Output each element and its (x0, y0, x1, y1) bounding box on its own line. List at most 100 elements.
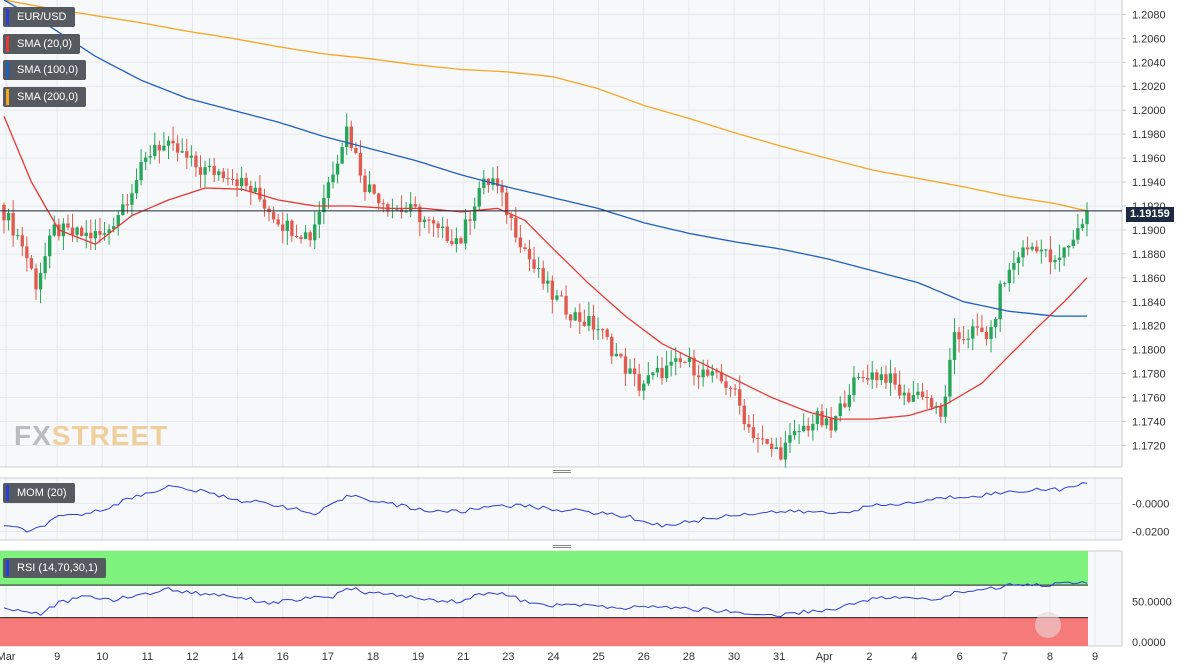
legend-rsi[interactable]: RSI (14,70,30,1) (3, 558, 106, 578)
candle-body (125, 204, 130, 206)
candle-body (262, 199, 267, 209)
date-tick-label: 16 (277, 651, 289, 663)
candle-body (993, 318, 998, 328)
legend-sma200[interactable]: SMA (200,0) (3, 87, 87, 107)
candle-body (619, 353, 623, 357)
candle-body (180, 151, 184, 153)
candle-body (651, 372, 655, 376)
date-tick-label: 23 (502, 651, 514, 663)
candle-body (189, 155, 194, 158)
candle-body (175, 143, 180, 153)
candle-body (281, 224, 285, 231)
candle-body (61, 223, 66, 237)
candle-body (212, 165, 216, 175)
candle-body (856, 377, 861, 379)
last-price-tag: 1.19159 (1126, 207, 1174, 222)
candle-body (303, 232, 308, 239)
candle-body (536, 268, 541, 270)
candle-body (308, 232, 312, 241)
candle-body (472, 206, 477, 221)
candle-body (765, 438, 769, 444)
candle-body (564, 295, 568, 315)
candle-body (1067, 246, 1071, 248)
candle-body (975, 326, 980, 328)
candle-body (230, 178, 235, 180)
date-tick-label: 19 (412, 651, 424, 663)
candle-body (637, 374, 641, 391)
candle-body (1021, 247, 1025, 258)
candle-body (267, 208, 271, 213)
candle-body (317, 212, 321, 225)
candle-body (98, 231, 102, 235)
candle-body (587, 316, 591, 326)
date-tick-label: 30 (728, 651, 740, 663)
candle-body (52, 224, 56, 236)
price-tick-label: 1.1940 (1132, 177, 1166, 189)
candle-body (843, 403, 847, 407)
candle-body (893, 373, 897, 385)
candle-body (683, 361, 687, 363)
candle-body (134, 180, 139, 194)
date-tick-label: 7 (1002, 651, 1008, 663)
candle-body (518, 237, 523, 248)
price-tick-label: 1.1740 (1132, 416, 1166, 428)
candle-body (326, 182, 331, 198)
rsi-swatch (6, 560, 9, 576)
candle-body (555, 295, 559, 300)
date-tick-label: 25 (593, 651, 605, 663)
candle-body (829, 418, 833, 431)
candle-body (395, 209, 399, 211)
candle-body (290, 220, 294, 237)
candle-body (568, 314, 573, 321)
rsi-oversold-zone (0, 617, 1088, 646)
candle-body (116, 215, 120, 227)
candle-body (929, 398, 934, 408)
date-tick-label: Mar (0, 651, 16, 663)
candle-body (820, 411, 824, 426)
sma100-line (3, 0, 1087, 317)
pane-resize-handle-1[interactable] (553, 470, 571, 475)
candle-body (961, 339, 966, 341)
candle-body (847, 394, 852, 407)
candle-body (79, 227, 84, 237)
mom-tick-label: -0.0200 (1132, 527, 1169, 539)
candle-body (664, 365, 669, 379)
candle-body (440, 226, 445, 229)
legend-symbol[interactable]: EUR/USD (3, 7, 75, 27)
legend-mom[interactable]: MOM (20) (3, 483, 75, 503)
candle-body (66, 223, 70, 228)
date-tick-label: 31 (773, 651, 785, 663)
pane-resize-handle-2[interactable] (553, 545, 571, 550)
candle-body (920, 391, 925, 398)
candle-body (1062, 247, 1066, 258)
candle-body (792, 431, 797, 436)
candle-body (578, 312, 582, 322)
candle-body (692, 357, 696, 376)
candle-body (751, 427, 756, 438)
candle-body (1044, 249, 1048, 251)
candle-body (774, 447, 778, 449)
candle-body (514, 217, 518, 238)
candle-body (148, 156, 152, 158)
candle-body (550, 280, 555, 300)
legend-sma20[interactable]: SMA (20,0) (3, 34, 81, 54)
candle-body (6, 212, 11, 221)
candle-body (1053, 259, 1057, 263)
candle-body (331, 174, 335, 183)
candle-body (258, 187, 262, 200)
candle-body (139, 161, 143, 181)
candle-body (957, 332, 961, 340)
price-tick-label: 1.2060 (1132, 33, 1166, 45)
candle-body (971, 326, 975, 339)
candle-body (998, 283, 1002, 319)
price-tick-label: 1.1800 (1132, 345, 1166, 357)
candle-body (1025, 247, 1030, 250)
candle-body (431, 220, 436, 224)
candle-body (386, 204, 390, 212)
legend-sma100[interactable]: SMA (100,0) (3, 60, 87, 80)
price-tick-label: 1.1840 (1132, 297, 1166, 309)
price-tick-label: 1.1980 (1132, 129, 1166, 141)
candle-body (153, 145, 157, 157)
candle-body (770, 443, 774, 449)
candle-body (482, 178, 486, 189)
